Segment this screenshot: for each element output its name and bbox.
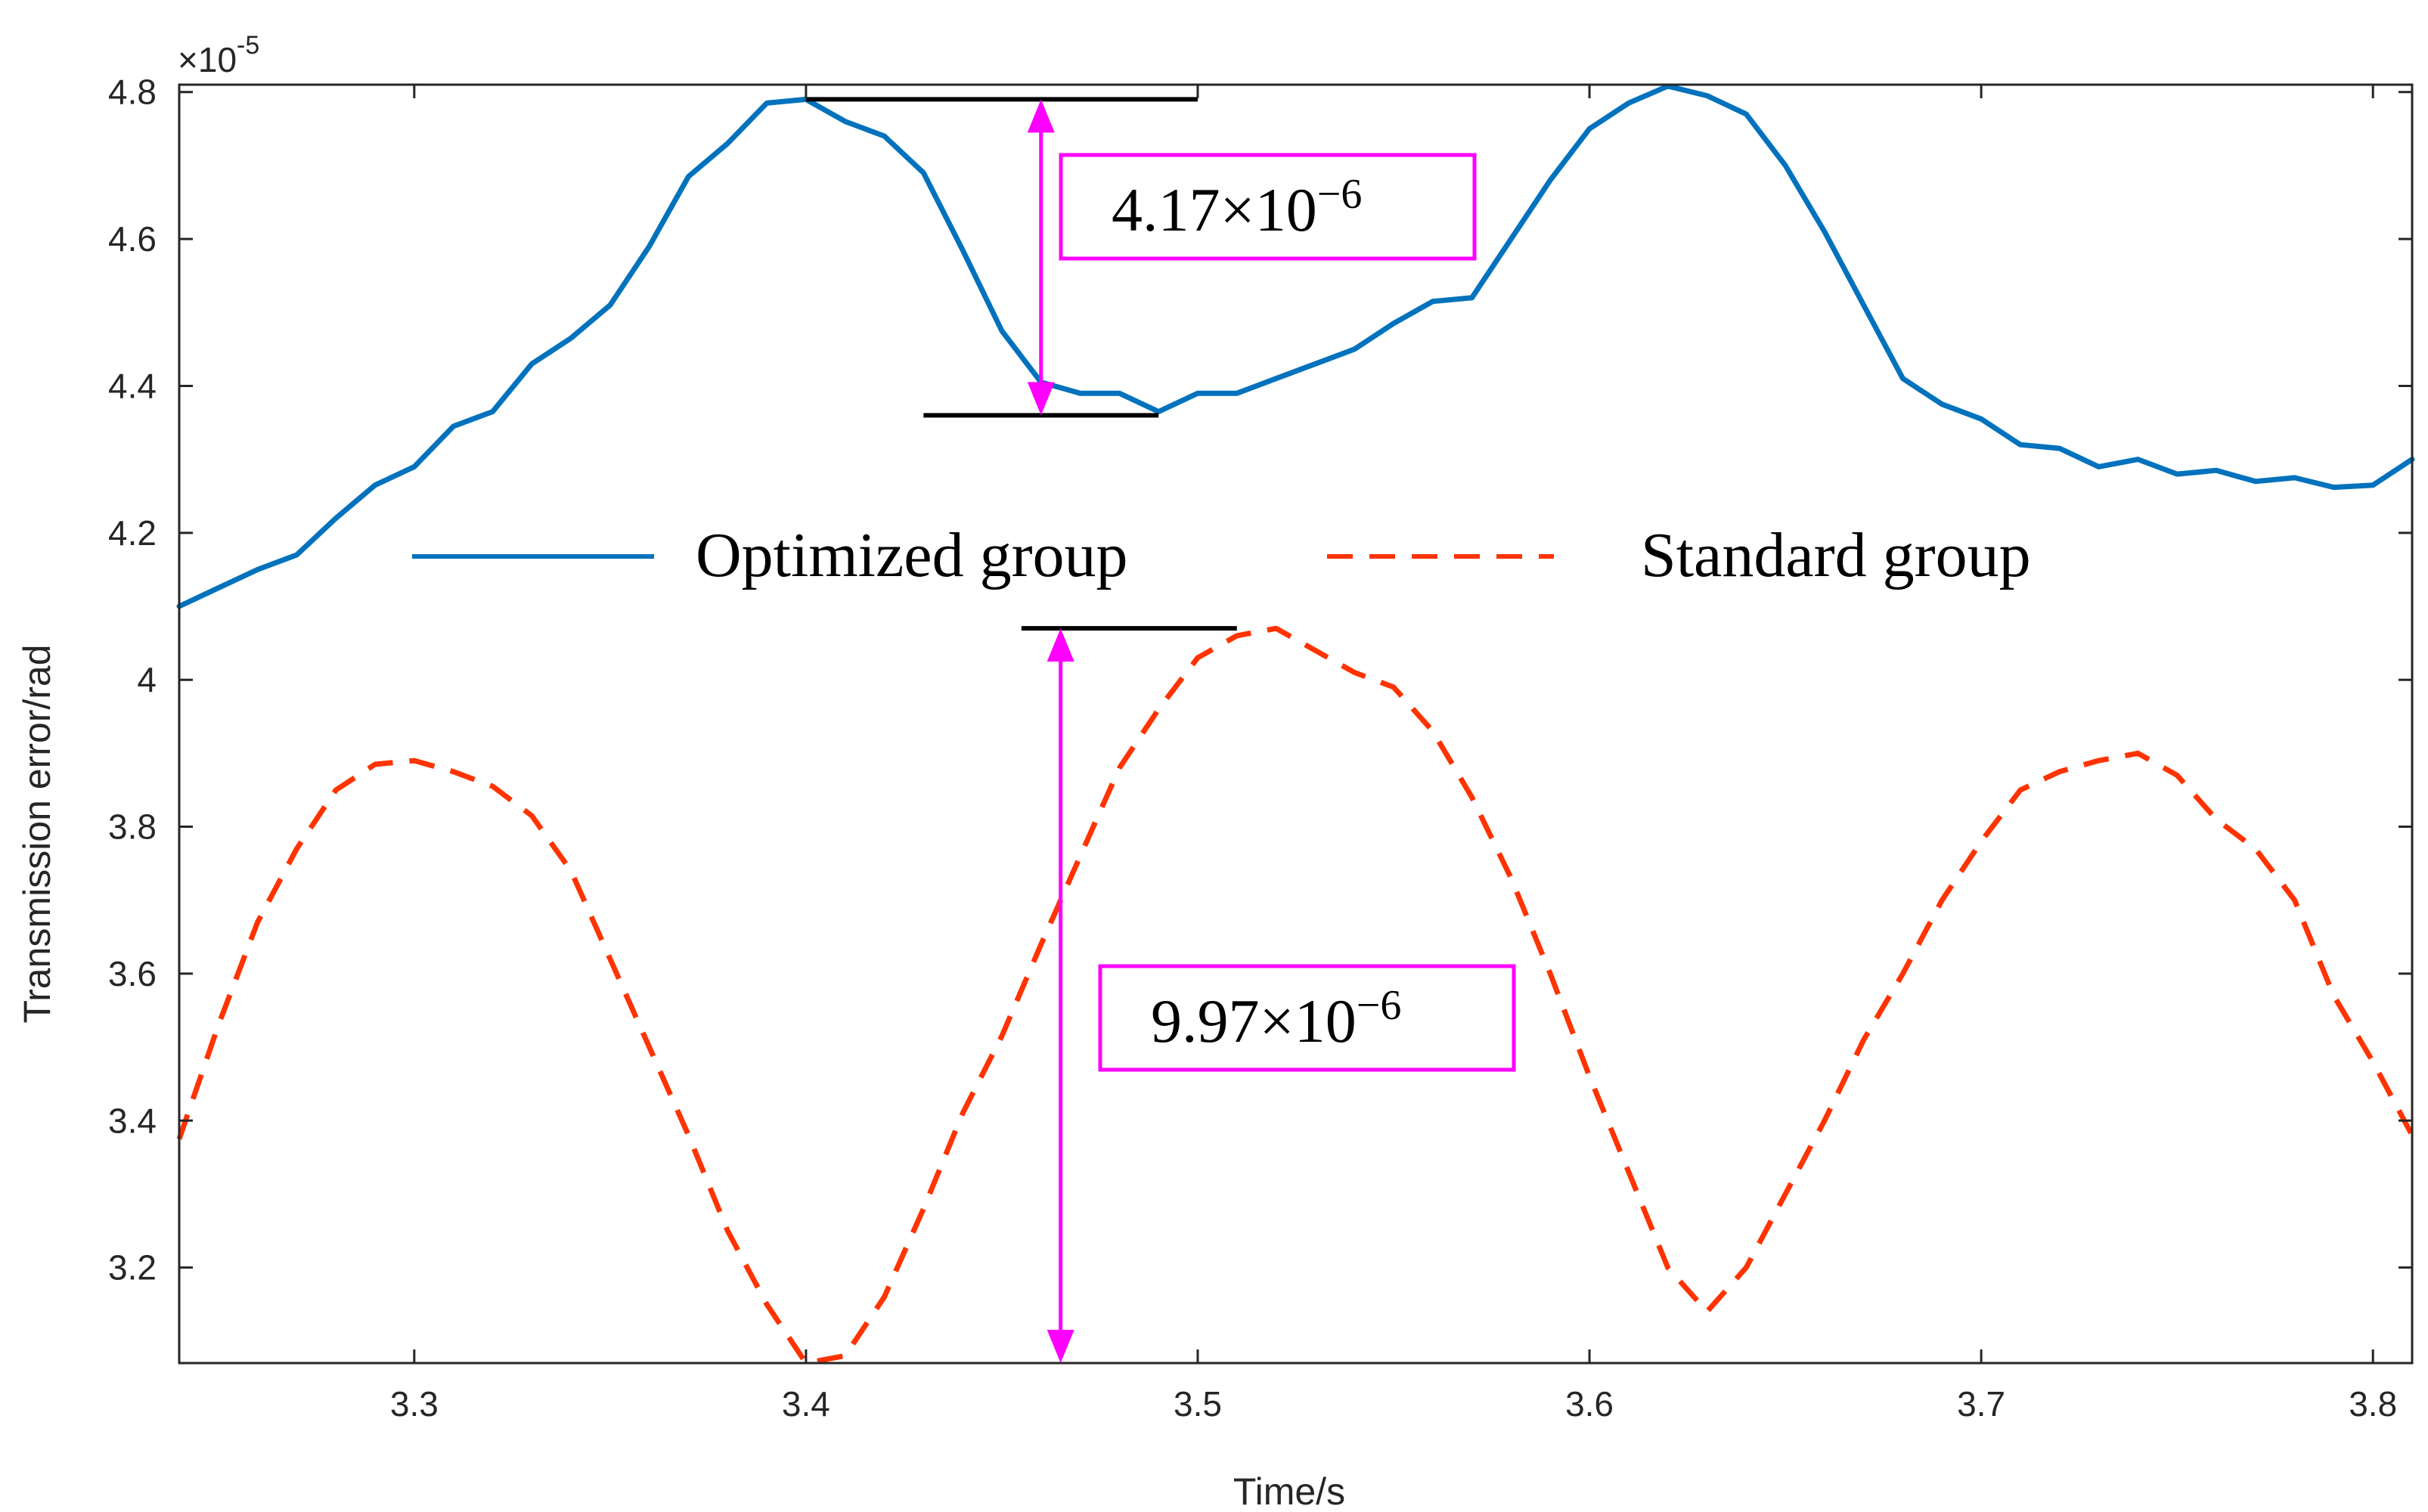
annotation-text-2-base: 9.97×10 xyxy=(1151,987,1357,1055)
axes-frame xyxy=(178,83,2414,1365)
annotations-group xyxy=(805,97,1237,1363)
annotation-text-2-exp: −6 xyxy=(1357,982,1402,1029)
annotation-text-1-exp: −6 xyxy=(1317,171,1363,218)
x-tick-label: 3.8 xyxy=(2349,1384,2397,1424)
y-tick-label: 4.4 xyxy=(108,366,157,405)
series-group xyxy=(176,83,2415,1366)
annotation-2-arrow-head-down xyxy=(1047,1330,1074,1363)
x-tick-label: 3.6 xyxy=(1565,1384,1614,1424)
axes-group: 3.3 3.4 3.5 3.6 3.7 3.8 3.2 3.4 3.6 3.8 4 4.2 4.4 4.6… xyxy=(108,73,2414,1424)
annotation-box-2-border xyxy=(1098,964,1516,1072)
annotation-text-1-base: 4.17×10 xyxy=(1112,175,1317,244)
y-axis-label: Transmission error/rad xyxy=(16,644,58,1023)
annotation-1-arrow-head-up xyxy=(1027,99,1055,133)
annotation-text-2: 9.97×10−6 xyxy=(1151,982,1401,1055)
annotation-text-1: 4.17×10−6 xyxy=(1112,171,1362,244)
x-tick-label: 3.3 xyxy=(390,1384,439,1424)
y-tick-label: 3.6 xyxy=(108,954,157,993)
legend: Optimized group Standard group xyxy=(412,520,2031,590)
y-tick-label: 3.4 xyxy=(108,1101,157,1140)
legend-label-standard: Standard group xyxy=(1641,520,2031,590)
y-tick-label: 4.6 xyxy=(108,219,157,259)
x-tick-label: 3.4 xyxy=(782,1384,830,1424)
annotation-box-1-border xyxy=(1059,153,1477,261)
x-tick-label: 3.5 xyxy=(1174,1384,1222,1424)
legend-label-optimized: Optimized group xyxy=(696,520,1128,590)
annotation-box-2: 9.97×10−6 xyxy=(1098,964,1516,1072)
y-exponent-prefix: ×10 xyxy=(178,40,237,79)
x-axis-label: Time/s xyxy=(1233,1470,1345,1512)
x-tick-label: 3.7 xyxy=(1957,1384,2005,1424)
y-tick-label: 4 xyxy=(137,660,157,699)
y-tick-label: 4.2 xyxy=(108,513,157,553)
y-exponent-value: -5 xyxy=(237,31,259,60)
y-tick-label: 3.2 xyxy=(108,1248,157,1287)
y-exponent-multiplier: ×10-5 xyxy=(178,31,259,79)
annotation-2-arrow-head-up xyxy=(1047,628,1074,662)
annotation-1-arrow-head-down xyxy=(1027,382,1055,416)
y-tick-label: 3.8 xyxy=(108,807,157,847)
y-tick-label: 4.8 xyxy=(108,73,157,112)
annotation-box-1: 4.17×10−6 xyxy=(1059,153,1477,261)
series-line-standard xyxy=(176,625,2415,1366)
series-line-optimized xyxy=(176,83,2415,609)
